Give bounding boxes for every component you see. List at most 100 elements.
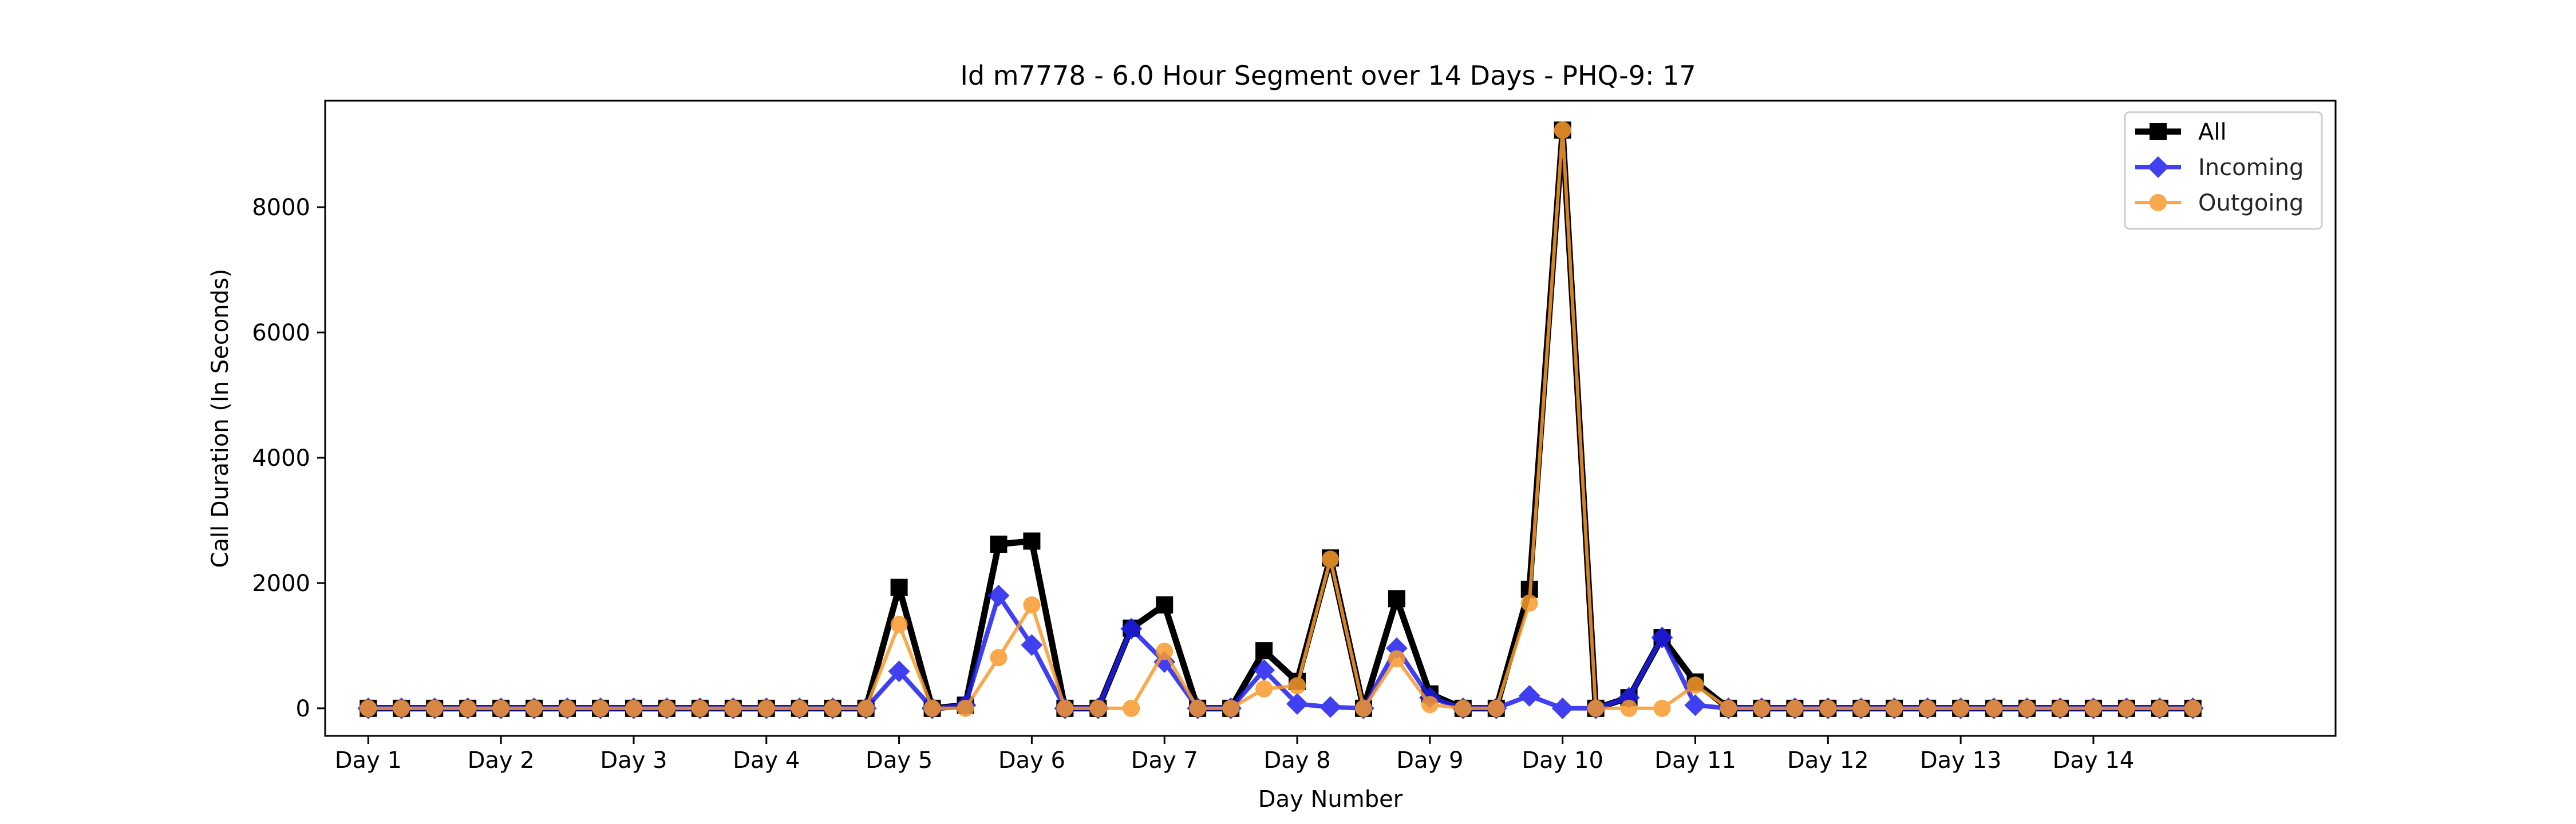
series-incoming: [357, 584, 2204, 719]
data-point-incoming: [1021, 634, 1043, 656]
x-tick-label: Day 11: [1654, 747, 1736, 774]
data-point-outgoing: [359, 699, 377, 717]
series-layer: [357, 121, 2204, 719]
series-line-incoming: [368, 593, 2193, 711]
data-point-outgoing: [1289, 677, 1306, 695]
data-point-outgoing: [791, 699, 808, 717]
data-point-incoming: [1518, 684, 1540, 707]
data-point-outgoing: [1985, 699, 2003, 717]
data-point-outgoing: [1753, 699, 1771, 717]
legend-marker: [2150, 123, 2167, 140]
y-tick-label: 6000: [252, 320, 310, 346]
x-axis-label: Day Number: [1258, 786, 1403, 813]
data-point-outgoing: [990, 649, 1008, 667]
data-point-incoming: [1319, 696, 1341, 718]
data-point-incoming: [1286, 693, 1309, 715]
data-point-all: [1388, 590, 1405, 608]
data-point-outgoing: [2084, 699, 2102, 717]
legend-box: [2124, 111, 2323, 230]
data-point-all: [890, 579, 908, 596]
data-point-outgoing: [1819, 699, 1837, 717]
x-tick-label: Day 12: [1787, 747, 1869, 774]
data-point-outgoing: [592, 699, 610, 717]
x-tick-label: Day 7: [1131, 747, 1198, 774]
data-point-outgoing: [492, 699, 510, 717]
data-point-all: [1255, 642, 1273, 660]
legend-item-outgoing: Outgoing: [2135, 190, 2304, 216]
series-line-outgoing: [368, 128, 2193, 710]
data-point-outgoing: [658, 699, 675, 717]
x-axis: Day 1 Day 2 Day 3 Day 4 Day 5 Day 6 Day 7 Day 8…: [335, 736, 2134, 774]
x-tick-label: Day 14: [2053, 747, 2135, 774]
x-tick-label: Day 13: [1920, 747, 2002, 774]
data-point-outgoing: [1156, 643, 1174, 660]
x-tick-label: Day 9: [1396, 747, 1463, 774]
data-point-outgoing: [1454, 699, 1472, 717]
data-point-incoming: [1120, 617, 1143, 640]
data-point-incoming: [1651, 627, 1673, 649]
data-point-outgoing: [2151, 699, 2168, 717]
legend-label: Incoming: [2198, 154, 2304, 181]
y-tick-label: 8000: [252, 195, 310, 221]
x-tick-label: Day 3: [600, 747, 667, 774]
data-point-outgoing: [824, 699, 841, 717]
data-point-outgoing: [1222, 699, 1240, 717]
data-point-outgoing: [1089, 699, 1107, 717]
data-point-outgoing: [1056, 699, 1074, 717]
data-point-outgoing: [757, 699, 775, 717]
data-point-outgoing: [1023, 596, 1041, 614]
data-point-outgoing: [1886, 699, 1903, 717]
y-axis: 0 2000 4000 6000 8000: [252, 195, 325, 722]
data-point-outgoing: [393, 699, 410, 717]
x-tick-label: Day 4: [733, 747, 800, 774]
data-point-incoming: [888, 660, 910, 683]
data-point-outgoing: [691, 699, 709, 717]
data-point-all: [1156, 596, 1174, 614]
data-point-outgoing: [1653, 699, 1671, 717]
y-tick-label: 2000: [252, 571, 310, 597]
data-point-outgoing: [1952, 699, 1970, 717]
data-point-outgoing: [1421, 696, 1439, 714]
series-outgoing: [359, 121, 2202, 717]
legend-label: Outgoing: [2198, 190, 2304, 216]
legend: All Incoming Outgoing: [2124, 111, 2323, 230]
data-point-outgoing: [2018, 699, 2036, 717]
plot-frame: [324, 100, 2337, 737]
series-line-all: [368, 126, 2193, 712]
data-point-outgoing: [890, 616, 908, 633]
data-point-outgoing: [724, 699, 742, 717]
data-point-outgoing: [1322, 550, 1339, 568]
data-point-outgoing: [1786, 699, 1804, 717]
x-tick-label: Day 5: [866, 747, 933, 774]
data-point-outgoing: [923, 699, 941, 717]
data-point-outgoing: [1587, 699, 1605, 717]
data-point-outgoing: [625, 699, 642, 717]
data-point-outgoing: [559, 699, 576, 717]
data-point-outgoing: [1620, 699, 1638, 717]
data-point-outgoing: [2184, 699, 2202, 717]
legend-item-all: All: [2135, 119, 2227, 145]
y-axis-label: Call Duration (In Seconds): [207, 269, 234, 568]
series-all: [359, 121, 2202, 717]
legend-marker: [2150, 194, 2167, 211]
data-point-outgoing: [2051, 699, 2069, 717]
legend-label: All: [2198, 119, 2227, 145]
data-point-outgoing: [1388, 650, 1405, 668]
data-point-outgoing: [1189, 699, 1207, 717]
data-point-outgoing: [1255, 680, 1273, 698]
data-point-incoming: [1684, 694, 1706, 716]
y-tick-label: 0: [296, 696, 310, 722]
data-point-outgoing: [1686, 676, 1704, 694]
data-point-outgoing: [526, 699, 543, 717]
data-point-outgoing: [1487, 699, 1505, 717]
chart-title: Id m7778 - 6.0 Hour Segment over 14 Days…: [960, 60, 1696, 91]
data-point-outgoing: [857, 699, 875, 717]
data-point-all: [1023, 532, 1041, 550]
data-point-outgoing: [1123, 699, 1140, 717]
legend-item-incoming: Incoming: [2135, 154, 2304, 181]
data-point-outgoing: [1554, 121, 1571, 139]
data-point-incoming: [1253, 659, 1275, 682]
data-point-incoming: [987, 584, 1010, 607]
data-point-outgoing: [1919, 699, 1937, 717]
